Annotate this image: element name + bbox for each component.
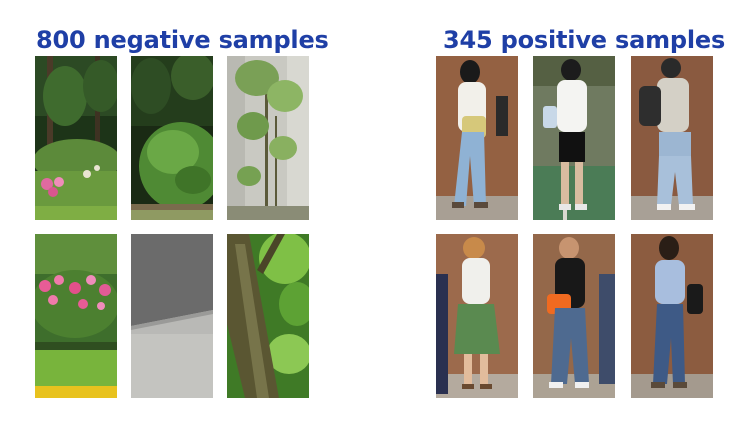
pedestrian-in-green-skirt-icon — [436, 234, 518, 398]
shrubs-and-pink-flowers-icon — [35, 56, 117, 220]
negative-sample-4 — [35, 234, 117, 398]
negative-sample-2 — [131, 56, 213, 220]
negative-samples-heading: 800 negative samples — [36, 26, 329, 54]
positive-samples-heading: 345 positive samples — [443, 26, 726, 54]
positive-sample-3 — [631, 56, 713, 220]
round-bush-icon — [131, 56, 213, 220]
pedestrian-in-black-shirt-icon — [533, 234, 615, 398]
negative-sample-1 — [35, 56, 117, 220]
pavement-icon — [131, 234, 213, 398]
positive-sample-2 — [533, 56, 615, 220]
pink-flower-bed-icon — [35, 234, 117, 398]
positive-sample-4 — [436, 234, 518, 398]
positive-sample-6 — [631, 234, 713, 398]
negative-sample-3 — [227, 56, 309, 220]
positive-sample-5 — [533, 234, 615, 398]
sapling-by-wall-icon — [227, 56, 309, 220]
pedestrian-in-denim-jacket-icon — [631, 234, 713, 398]
positive-sample-1 — [436, 56, 518, 220]
negative-sample-5 — [131, 234, 213, 398]
tree-trunk-icon — [227, 234, 309, 398]
negative-sample-6 — [227, 234, 309, 398]
pedestrian-with-backpack-icon — [631, 56, 713, 220]
pedestrian-in-white-top-icon — [533, 56, 615, 220]
pedestrian-with-handbag-icon — [436, 56, 518, 220]
